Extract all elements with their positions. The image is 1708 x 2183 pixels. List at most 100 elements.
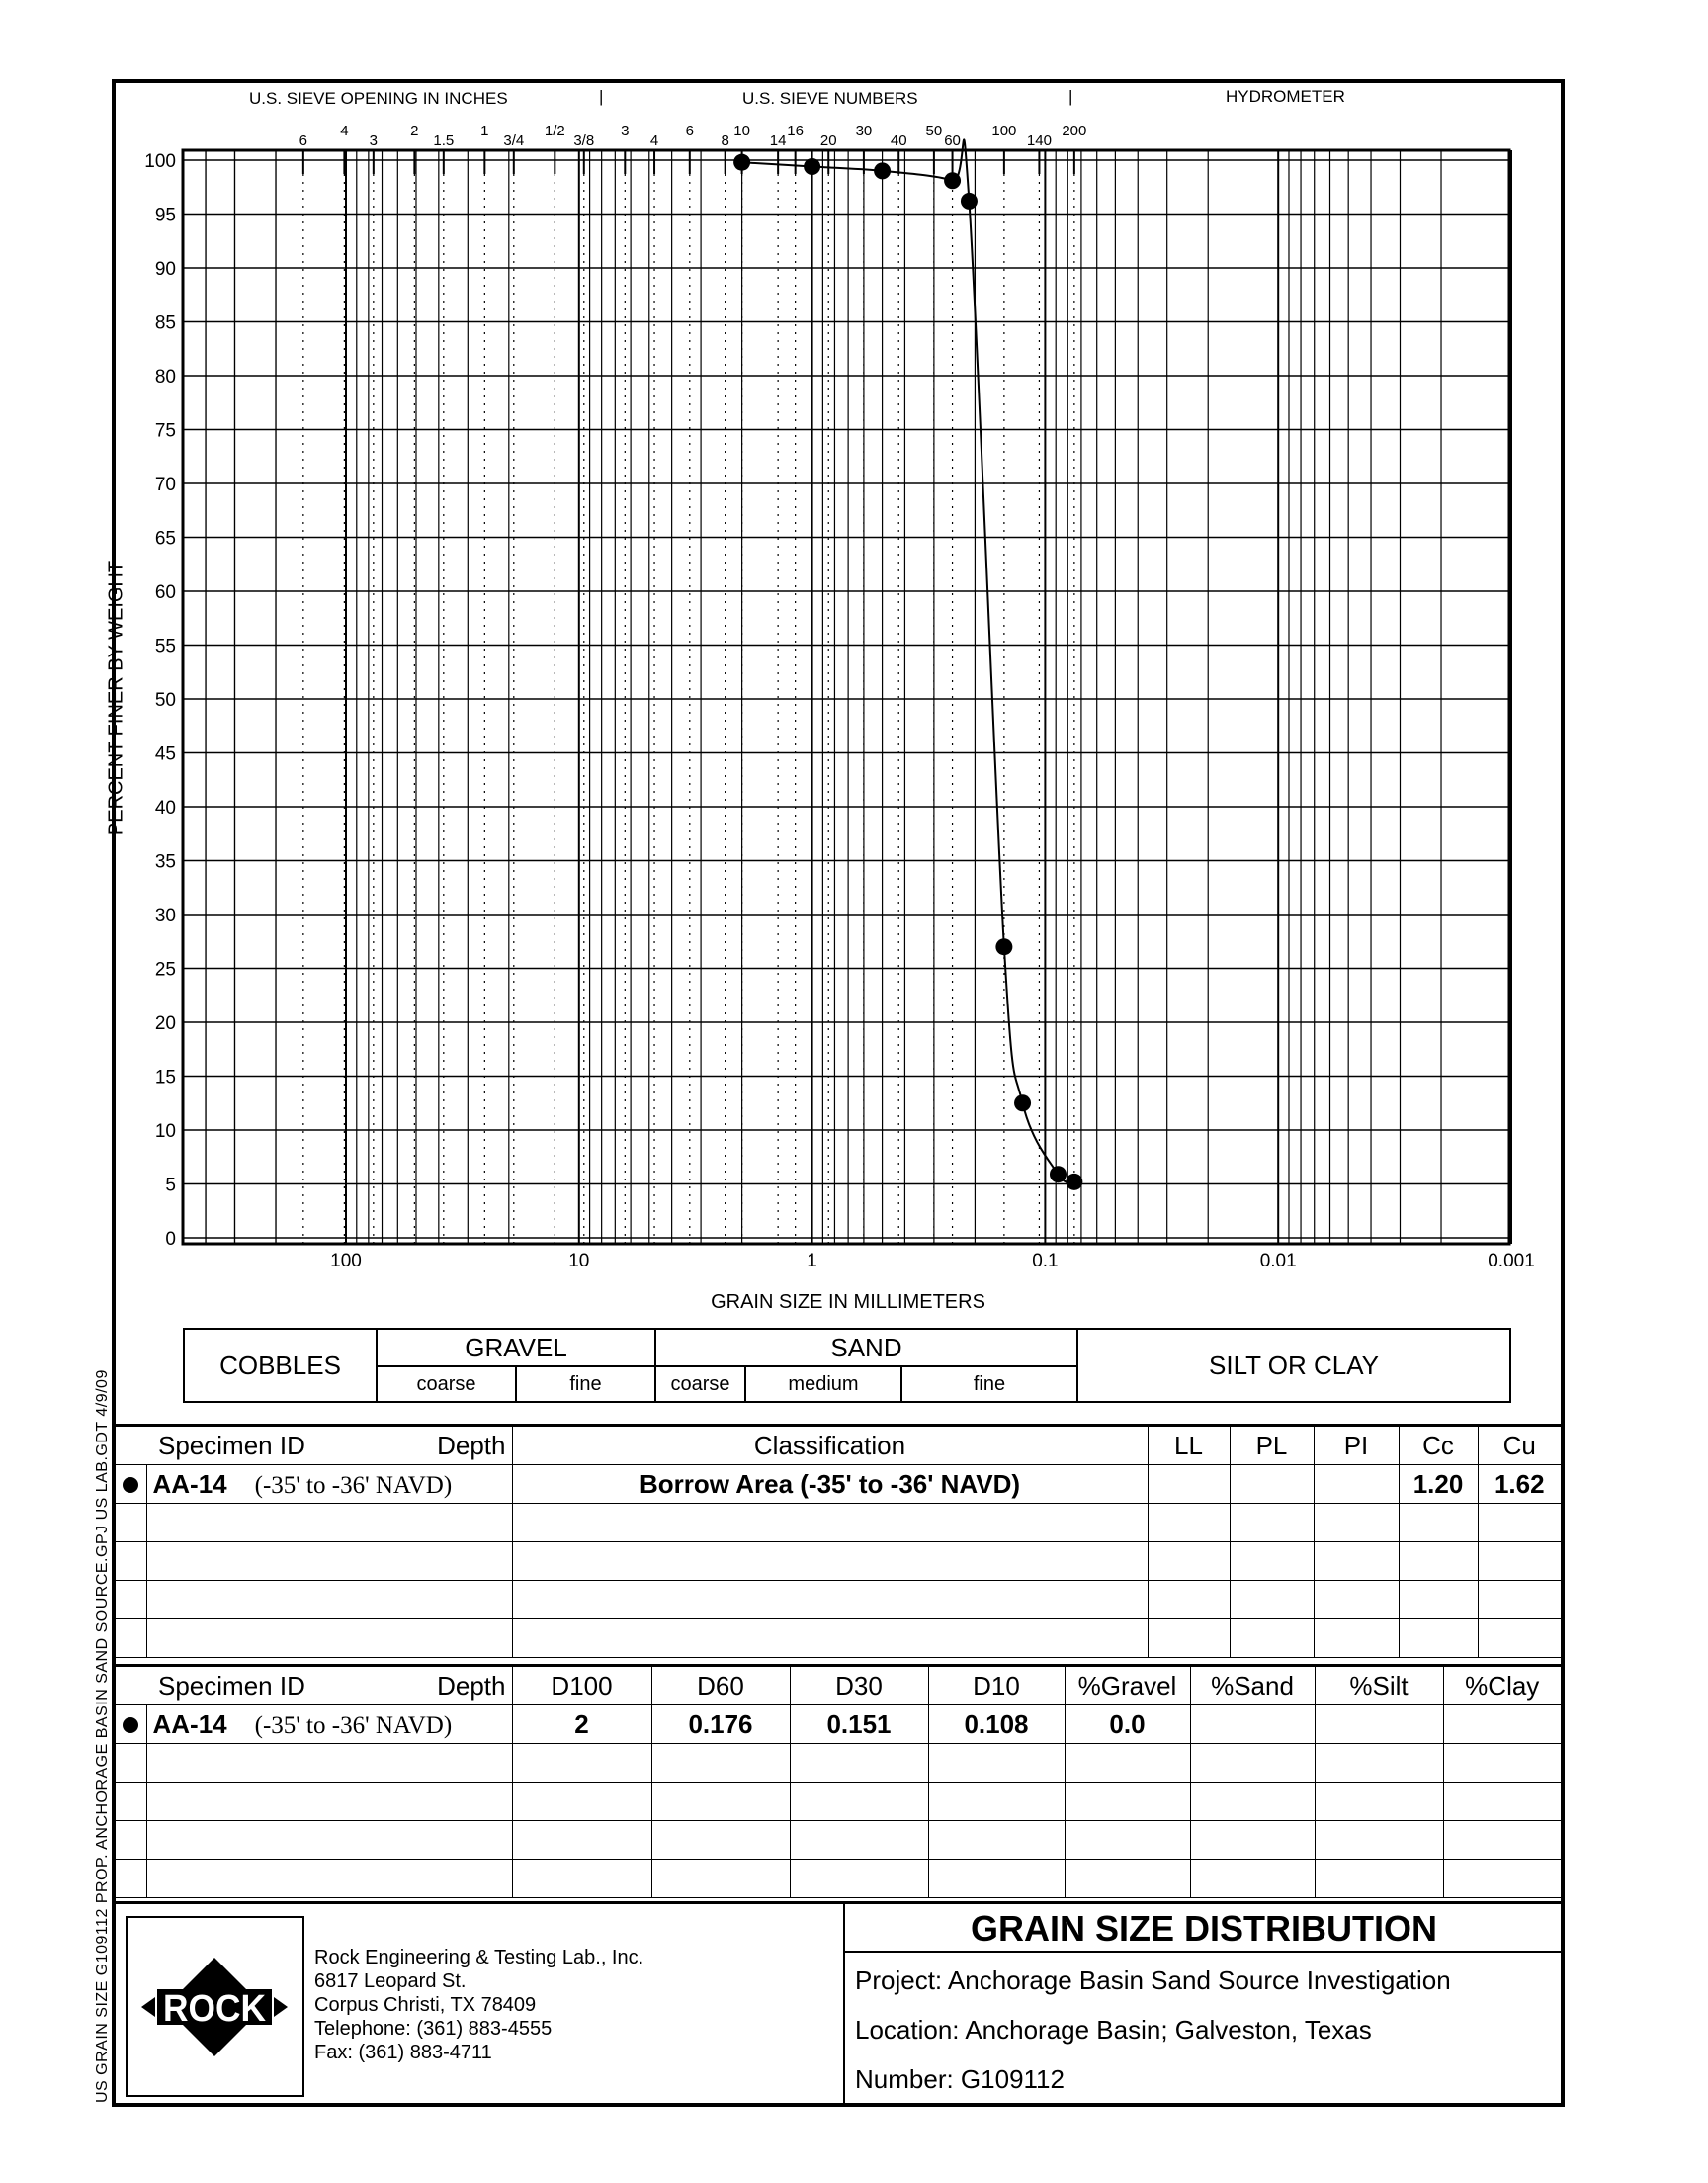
- pl: [1229, 1464, 1315, 1504]
- file-path-label: US GRAIN SIZE G109112 PROP. ANCHORAGE BA…: [94, 1369, 111, 2103]
- gravel-coarse-label: coarse: [378, 1367, 517, 1401]
- table-row: AA-14 (-35' to -36' NAVD) 2 0.176 0.151 0…: [116, 1704, 1561, 1744]
- header-classification: Classification: [511, 1424, 1149, 1465]
- sieve-label: 4: [340, 123, 348, 139]
- company-fax: Fax: (361) 883-4711: [314, 2042, 492, 2063]
- x-tick-label: 1: [807, 1251, 817, 1271]
- filled-circle-marker-icon: [123, 1716, 139, 1733]
- y-tick-label: 40: [155, 798, 176, 819]
- sieve-label: 8: [721, 132, 728, 149]
- data-point: [944, 172, 962, 190]
- table-header-row: Specimen ID Depth D100 D60 D30 D10 %Grave…: [116, 1664, 1561, 1705]
- sieve-label: 140: [1027, 132, 1052, 149]
- y-tick-label: 85: [155, 313, 176, 334]
- x-tick-label: 0.001: [1488, 1251, 1535, 1271]
- header-pi: PI: [1313, 1424, 1400, 1465]
- y-tick-label: 80: [155, 367, 176, 388]
- sieve-label: 40: [891, 132, 907, 149]
- company-street: 6817 Leopard St.: [314, 1970, 467, 1992]
- header-depth: Depth: [437, 1430, 506, 1460]
- y-tick-label: 75: [155, 421, 176, 442]
- specimen-id: AA-14: [152, 1708, 227, 1739]
- company-name: Rock Engineering & Testing Lab., Inc.: [314, 1947, 644, 1968]
- data-point: [1066, 1173, 1083, 1190]
- depth: (-35' to -36' NAVD): [254, 1711, 453, 1739]
- data-point: [960, 192, 978, 210]
- sieve-label: 2: [410, 123, 418, 139]
- sieve-label: 200: [1062, 123, 1086, 139]
- d100: 2: [511, 1704, 652, 1744]
- data-point: [1014, 1094, 1032, 1112]
- x-axis-title: GRAIN SIZE IN MILLIMETERS: [711, 1291, 985, 1313]
- table-row-empty: [116, 1541, 1561, 1581]
- hydrometer-label: HYDROMETER: [1226, 87, 1345, 106]
- title-block: ROCK Rock Engineering & Testing Lab., In…: [116, 1901, 1563, 2106]
- sieve-label: 60: [944, 132, 961, 149]
- header-pl: PL: [1229, 1424, 1315, 1465]
- company-city: Corpus Christi, TX 78409: [314, 1994, 537, 2016]
- y-tick-label: 70: [155, 475, 176, 495]
- company-phone: Telephone: (361) 883-4555: [314, 2018, 553, 2040]
- silt-clay-label: SILT OR CLAY: [1209, 1350, 1379, 1380]
- gradation-table: Specimen ID Depth D100 D60 D30 D10 %Grave…: [116, 1664, 1561, 1898]
- rock-logo-icon: ROCK: [141, 1958, 288, 2056]
- sieve-label: 1/2: [545, 123, 565, 139]
- plot-frame: [181, 148, 1511, 1246]
- header-separator: |: [599, 87, 604, 106]
- project-label: Project: Anchorage Basin Sand Source Inv…: [855, 1965, 1451, 1995]
- y-tick-label: 55: [155, 637, 176, 657]
- table-header-row: Specimen ID Depth Classification LL PL PI…: [116, 1424, 1561, 1465]
- y-tick-label: 15: [155, 1068, 176, 1089]
- soil-classification-bar: COBBLES GRAVEL coarse fine SAND coarse m…: [183, 1328, 1511, 1403]
- header-cu: Cu: [1477, 1424, 1561, 1465]
- y-tick-label: 100: [144, 151, 176, 172]
- header-d100: D100: [511, 1664, 652, 1705]
- report-info: GRAIN SIZE DISTRIBUTION Project: Anchora…: [843, 1904, 1563, 2106]
- y-tick-label: 10: [155, 1121, 176, 1142]
- sand-fine-label: fine: [902, 1367, 1078, 1401]
- table-row-empty: [116, 1782, 1561, 1821]
- sieve-numbers-label: U.S. SIEVE NUMBERS: [742, 89, 918, 108]
- classification: Borrow Area (-35' to -36' NAVD): [511, 1464, 1149, 1504]
- cobbles-label: COBBLES: [185, 1330, 378, 1401]
- sieve-label: 30: [856, 123, 873, 139]
- y-tick-label: 95: [155, 206, 176, 226]
- header-cc: Cc: [1398, 1424, 1479, 1465]
- sieve-label: 3/4: [503, 132, 524, 149]
- y-tick-label: 60: [155, 582, 176, 603]
- header-specimen: Specimen ID: [158, 1430, 305, 1460]
- sieve-label: 1: [480, 123, 488, 139]
- header-d60: D60: [650, 1664, 791, 1705]
- table-row-empty: [116, 1580, 1561, 1619]
- header-depth: Depth: [437, 1670, 506, 1701]
- y-axis-title: PERCENT FINER BY WEIGHT: [105, 560, 128, 836]
- sieve-label: 3: [370, 132, 378, 149]
- y-tick-label: 90: [155, 259, 176, 280]
- x-tick-label: 10: [568, 1251, 589, 1271]
- pi: [1313, 1464, 1400, 1504]
- sieve-label: 20: [820, 132, 837, 149]
- d10: 0.108: [927, 1704, 1066, 1744]
- depth: (-35' to -36' NAVD): [254, 1471, 453, 1499]
- page-frame: [112, 79, 1565, 2107]
- x-tick-label: 0.1: [1032, 1251, 1058, 1271]
- d60: 0.176: [650, 1704, 791, 1744]
- y-tick-label: 35: [155, 852, 176, 873]
- data-point: [1049, 1166, 1067, 1183]
- percent-silt: [1314, 1704, 1444, 1744]
- grain-size-chart: 64321.513/41/23/834681014162030405060100…: [144, 123, 1535, 1271]
- percent-sand: [1189, 1704, 1316, 1744]
- data-point: [733, 153, 751, 171]
- table-row-empty: [116, 1820, 1561, 1860]
- d30: 0.151: [789, 1704, 929, 1744]
- y-tick-label: 20: [155, 1013, 176, 1034]
- specimen-id: AA-14: [152, 1468, 227, 1499]
- y-tick-label: 0: [165, 1229, 176, 1250]
- percent-clay: [1442, 1704, 1561, 1744]
- report-title: GRAIN SIZE DISTRIBUTION: [845, 1904, 1563, 1953]
- y-tick-label: 65: [155, 529, 176, 550]
- table-row-empty: [116, 1618, 1561, 1658]
- sieve-label: 1.5: [433, 132, 454, 149]
- gravel-fine-label: fine: [517, 1367, 656, 1401]
- header-ll: LL: [1147, 1424, 1231, 1465]
